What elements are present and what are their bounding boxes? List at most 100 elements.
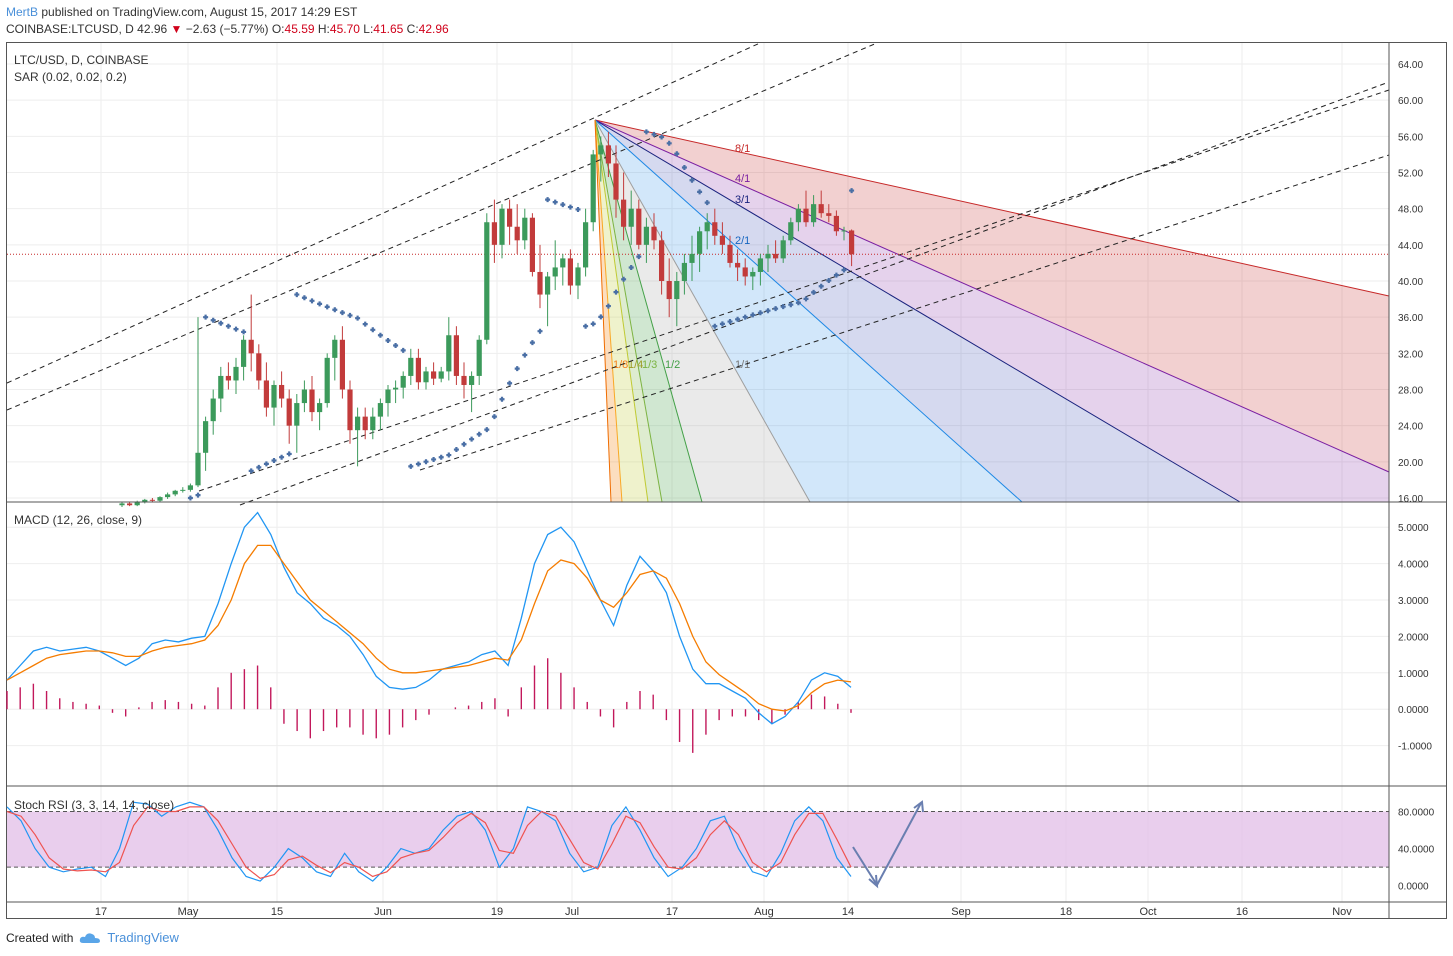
candle-body xyxy=(704,222,710,232)
fan-line xyxy=(594,119,1023,503)
candle-body xyxy=(127,503,133,506)
gann-fan: 8/14/13/12/11/11/21/31/41/8 xyxy=(6,42,1390,506)
candle-body xyxy=(408,357,414,376)
sar-marker xyxy=(377,332,383,338)
x-axis-tick-label: 18 xyxy=(1060,906,1072,918)
sar-marker xyxy=(575,206,581,212)
macd-layer xyxy=(6,511,852,753)
sar-marker xyxy=(415,461,421,467)
sar-marker xyxy=(309,298,315,304)
macd-line xyxy=(6,511,852,725)
sar-marker xyxy=(719,321,725,327)
sar-marker xyxy=(203,314,209,320)
author-link[interactable]: MertB xyxy=(6,5,39,19)
close-label: C: xyxy=(406,22,419,36)
candle-body xyxy=(415,357,421,383)
sar-marker xyxy=(370,327,376,333)
sar-marker xyxy=(279,454,285,460)
sar-marker xyxy=(704,200,710,206)
sar-marker xyxy=(567,204,573,210)
x-axis-tick-label: 15 xyxy=(271,906,283,918)
sar-marker xyxy=(461,441,467,447)
sar-marker xyxy=(583,323,589,329)
sar-marker xyxy=(651,131,657,137)
trend-channel-line xyxy=(6,42,761,384)
sar-marker xyxy=(636,254,642,260)
candle-body xyxy=(742,267,748,277)
sar-marker xyxy=(773,306,779,312)
candles-layer xyxy=(119,129,855,508)
candle-body xyxy=(621,199,627,227)
sar-marker xyxy=(552,199,558,205)
sar-marker xyxy=(643,129,649,135)
candle-body xyxy=(666,281,672,300)
sar-marker xyxy=(674,151,680,157)
sar-marker xyxy=(598,314,604,320)
sar-marker xyxy=(507,380,513,386)
symbol-quote: COINBASE:LTCUSD, D 42.96 ▼ −2.63 (−5.77%… xyxy=(6,21,449,37)
x-axis-tick-label: 14 xyxy=(842,906,854,918)
price-axis-tick-label: 16.00 xyxy=(1398,494,1423,505)
arrow-head-up-icon xyxy=(913,800,924,813)
candle-body xyxy=(552,267,558,277)
stoch-rsi-pane-title: Stoch RSI (3, 3, 14, 14, close) xyxy=(14,798,174,812)
sar-marker xyxy=(849,188,855,194)
candle-body xyxy=(659,240,665,281)
x-axis-tick-label: Sep xyxy=(951,906,971,918)
sar-marker xyxy=(803,296,809,302)
candle-body xyxy=(438,371,444,379)
fan-line xyxy=(594,119,663,503)
candle-body xyxy=(355,416,361,431)
sar-indicator-label: SAR (0.02, 0.02, 0.2) xyxy=(14,70,127,84)
x-axis-tick-label: 17 xyxy=(666,906,678,918)
fan-zone xyxy=(595,120,1389,502)
candle-body xyxy=(788,222,794,241)
sar-marker xyxy=(187,495,193,501)
sar-marker xyxy=(301,295,307,301)
candle-body xyxy=(826,213,832,216)
macd-axis-tick-label: 3.0000 xyxy=(1398,596,1429,607)
sar-marker xyxy=(811,289,817,295)
tradingview-brand-link[interactable]: TradingView xyxy=(107,930,179,945)
candle-body xyxy=(385,389,391,404)
sar-marker xyxy=(241,329,247,335)
fan-line xyxy=(594,119,1241,503)
candle-body xyxy=(605,145,611,164)
candle-body xyxy=(651,226,657,241)
sar-marker xyxy=(826,278,832,283)
x-axis-tick-label: Nov xyxy=(1332,906,1352,918)
candle-body xyxy=(157,497,163,501)
sar-marker xyxy=(476,431,482,437)
sar-marker xyxy=(681,165,687,171)
candle-body xyxy=(803,208,809,223)
x-axis-tick-label: Aug xyxy=(754,906,774,918)
sar-marker xyxy=(324,304,330,310)
candle-body xyxy=(499,208,505,245)
candle-body xyxy=(149,499,155,501)
last-price: 42.96 xyxy=(137,22,168,36)
rsi-axis-tick-label: 40.0000 xyxy=(1398,845,1435,856)
candle-body xyxy=(484,222,490,340)
candle-body xyxy=(697,231,703,254)
sar-marker xyxy=(263,461,269,467)
candle-body xyxy=(241,339,247,367)
candle-body xyxy=(590,154,596,223)
candle-body xyxy=(507,208,513,227)
candle-body xyxy=(811,204,817,223)
tradingview-cloud-icon xyxy=(80,932,101,943)
macd-axis-tick-label: 1.0000 xyxy=(1398,669,1429,680)
candle-body xyxy=(195,452,201,486)
fan-line xyxy=(594,119,703,503)
trend-channel-line xyxy=(198,89,1390,492)
fan-ratio-label: 1/4 xyxy=(628,359,643,371)
stoch-rsi-k-line xyxy=(6,801,852,882)
candle-body xyxy=(643,226,649,245)
high-value: 45.70 xyxy=(329,22,360,36)
sar-marker xyxy=(514,366,520,372)
candle-body xyxy=(636,208,642,245)
sar-marker xyxy=(735,316,741,322)
sar-marker xyxy=(355,315,361,321)
price-axis-tick-label: 24.00 xyxy=(1398,422,1423,433)
candle-body xyxy=(134,501,140,506)
